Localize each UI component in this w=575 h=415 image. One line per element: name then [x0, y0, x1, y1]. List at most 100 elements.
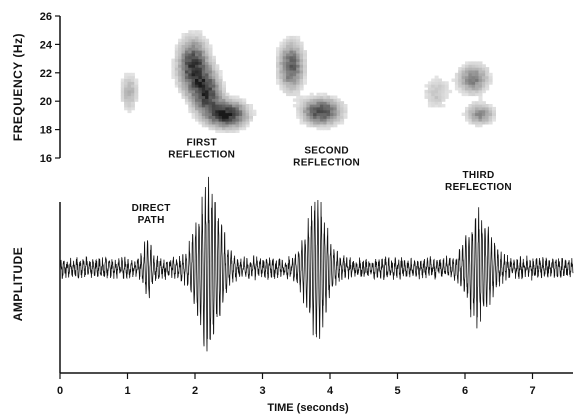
spectrogram-cell	[235, 129, 240, 133]
amplitude-trace	[59, 176, 574, 352]
spectrogram-cell	[306, 115, 311, 119]
arrival-label-line: FIRST	[187, 137, 217, 148]
spectrogram-cell	[222, 87, 226, 91]
spectrogram-cell	[458, 70, 463, 74]
spectrogram-cell	[309, 92, 314, 97]
spectrogram-cell	[178, 84, 183, 88]
spectrogram-cell	[289, 35, 294, 40]
spectrogram-cell	[198, 118, 203, 122]
spectrogram-cell	[222, 106, 226, 111]
spectrogram-cell	[201, 101, 206, 105]
spectrogram-cell	[205, 72, 210, 77]
spectrogram-cell	[336, 101, 341, 105]
spectrogram-cell	[292, 38, 297, 43]
spectrogram-cell	[481, 84, 486, 88]
spectrogram-cell	[171, 75, 176, 79]
spectrogram-cell	[330, 109, 334, 114]
spectrogram-cell	[198, 35, 203, 40]
spectrogram-cell	[232, 104, 237, 108]
spectrogram-cell	[485, 78, 490, 82]
spectrogram-cell	[130, 104, 135, 108]
spectrogram-cell	[191, 81, 196, 85]
spectrogram-cell	[218, 121, 223, 125]
spectrogram-cell	[424, 89, 429, 94]
spectrogram-cell	[195, 55, 199, 60]
spectrogram-cell	[296, 44, 301, 48]
spectrogram-cell	[195, 64, 199, 68]
spectrogram-cell	[205, 123, 210, 128]
spectrogram-cell	[195, 118, 199, 122]
spectrogram-cell	[303, 104, 307, 108]
spectrogram-cell	[245, 123, 250, 128]
spectrogram-cell	[198, 67, 203, 71]
spectrogram-cell	[205, 104, 210, 108]
spectrogram-cell	[289, 75, 294, 79]
spectrogram-cell	[198, 61, 203, 65]
spectrogram-cell	[316, 106, 321, 111]
spectrogram-cell	[303, 70, 307, 74]
spectrogram-cell	[276, 70, 280, 74]
spectrogram-cell	[458, 78, 463, 82]
spectrogram-cell	[319, 101, 324, 105]
spectrogram-cell	[286, 44, 291, 48]
spectrogram-cell	[195, 98, 199, 102]
spectrogram-cell	[296, 78, 301, 82]
spectrogram-cell	[181, 61, 186, 65]
spectrogram-cell	[191, 64, 196, 68]
spectrogram-cell	[292, 70, 297, 74]
spectrogram-cell	[235, 126, 240, 131]
spectrogram-cell	[211, 118, 216, 122]
spectrogram-cell	[178, 47, 183, 51]
spectrogram-cell	[465, 118, 469, 122]
spectrogram-cell	[481, 89, 486, 94]
spectrogram-cell	[299, 55, 304, 60]
spectrogram-cell	[124, 101, 129, 105]
spectrogram-cell	[282, 38, 287, 43]
spectrogram-cell	[340, 104, 345, 108]
spectrogram-cell	[211, 61, 216, 65]
spectrogram-cell	[468, 121, 473, 125]
spectrogram-cell	[195, 104, 199, 108]
spectrogram-cell	[238, 123, 243, 128]
spectrogram-cell	[326, 121, 331, 125]
spectrogram-cell	[198, 41, 203, 45]
spectrogram-cell	[205, 61, 210, 65]
spectrogram-cell	[289, 72, 294, 77]
spectrogram-cell	[232, 123, 237, 128]
spectrogram-cell	[481, 104, 486, 108]
spectrogram-cell	[191, 52, 196, 57]
spectrogram-cell	[188, 75, 193, 79]
spectrogram-cell	[208, 84, 213, 88]
spectrogram-cell	[191, 101, 196, 105]
spectrogram-cell	[279, 47, 284, 51]
spectrogram-cell	[279, 67, 284, 71]
spectrogram-cell	[215, 67, 220, 71]
spectrogram-cell	[323, 95, 328, 99]
spectrogram-cell	[475, 112, 480, 116]
spectrogram-cell	[205, 52, 210, 57]
spectrogram-cell	[181, 38, 186, 43]
spectrogram-cell	[232, 95, 237, 99]
spectrogram-cell	[195, 81, 199, 85]
spectrogram-cell	[282, 58, 287, 62]
spectrogram-cell	[120, 95, 125, 99]
spectrogram-cell	[215, 106, 220, 111]
spectrogram-cell	[198, 33, 203, 37]
spectrogram-cell	[465, 75, 469, 79]
spectrogram-cell	[124, 87, 129, 91]
spectrogram-cell	[296, 104, 301, 108]
spectrogram-cell	[188, 30, 193, 34]
spectrogram-cell	[195, 44, 199, 48]
spectrogram-cell	[134, 87, 139, 91]
spectrogram-cell	[289, 87, 294, 91]
spectrogram-cell	[326, 118, 331, 122]
spectrogram-cell	[319, 92, 324, 97]
spectrogram-cell	[485, 81, 490, 85]
spectrogram-cell	[208, 50, 213, 54]
spectrogram-cell	[279, 84, 284, 88]
spectrogram-cell	[205, 64, 210, 68]
spectrogram-cell	[205, 118, 210, 122]
spectrogram-cell	[208, 78, 213, 82]
spectrogram-cell	[478, 123, 483, 128]
spectrogram-cell	[215, 123, 220, 128]
